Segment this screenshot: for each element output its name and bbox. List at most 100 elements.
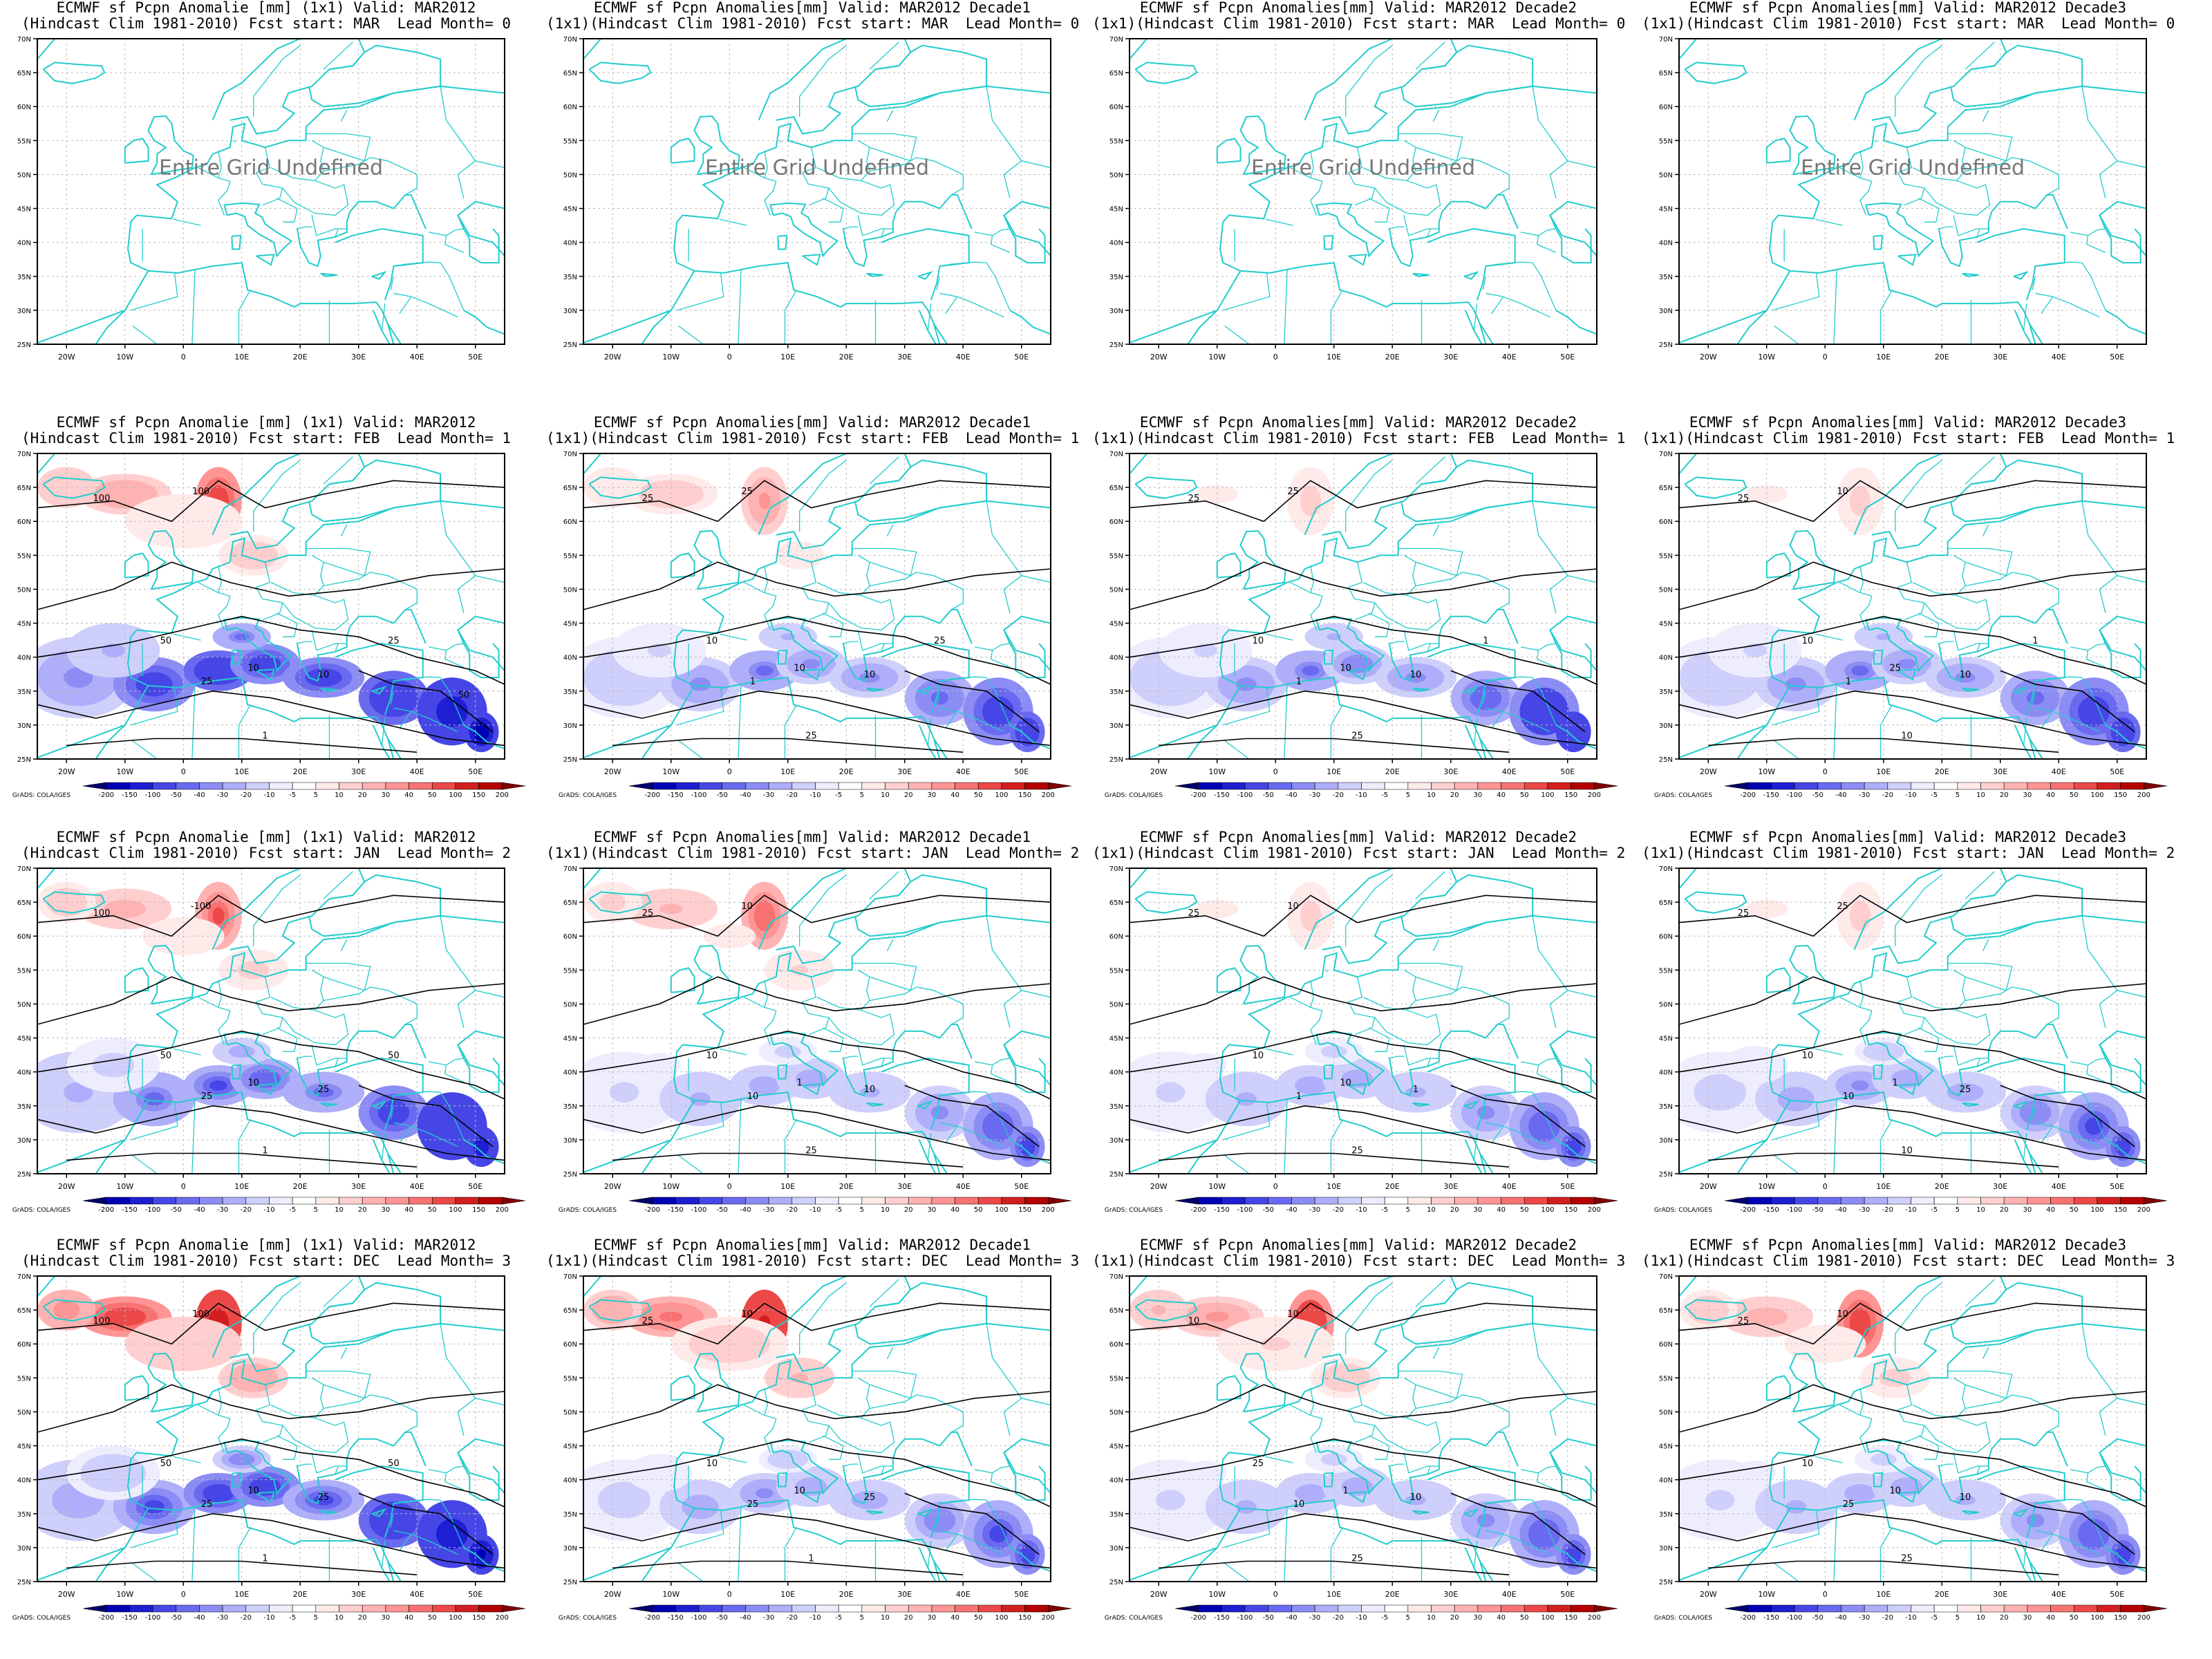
colorbar-level-label: -150 [668,1206,684,1214]
colorbar-level-label: -100 [691,791,707,799]
colorbar-swatch [885,1197,909,1205]
anomaly-shade [802,1481,821,1492]
country-border [1532,677,1557,726]
country-border [2086,235,2106,253]
colorbar-level-label: -40 [1286,791,1297,799]
contour-line [66,1152,418,1168]
country-border [1772,1102,1820,1141]
colorbar-level-label: 30 [382,1614,391,1622]
anomaly-shade [802,1074,821,1084]
lat-tick-label: 55N [1659,1375,1673,1382]
colorbar-level-label: -40 [740,791,751,799]
colorbar: -200 -150 -100 -50 -40 -30 -20 -10 -5 5 10 20 30 40 50… [1105,782,1618,799]
country-border [2023,1133,2027,1161]
colorbar-swatch [2003,1604,2028,1613]
colorbar-level-label: -20 [787,791,798,799]
coastline [1976,1057,2065,1130]
country-border [1859,1387,1864,1416]
country-border [1976,228,1980,238]
country-border [1290,582,1323,630]
lat-tick-label: 45N [563,1443,577,1451]
lat-tick-label: 60N [17,933,31,941]
contour-label: 10 [741,901,753,912]
country-border [939,1091,987,1096]
coastline [1009,1547,1051,1573]
colorbar-level-label: 40 [2046,1614,2055,1622]
country-border [1953,1044,1989,1066]
colorbar-swatch [269,782,293,790]
colorbar-level-label: -10 [1356,1614,1367,1622]
lon-tick-label: 40E [956,1590,971,1599]
lat-tick-label: 65N [563,899,577,907]
contour-line [1708,1152,2059,1168]
coastline [463,724,505,750]
coastline [2099,1044,2141,1094]
country-border [340,524,348,537]
contour-label: 25 [318,1492,330,1503]
coastline [1555,1547,1597,1573]
lon-tick-label: 20W [1150,1590,1168,1599]
colorbar-swatch [1794,1197,1819,1205]
colorbar-swatch [1864,1197,1888,1205]
colorbar-swatch [455,1197,479,1205]
country-border [1520,643,1557,651]
coastline [335,1057,424,1130]
lon-tick-label: 10E [1876,353,1891,362]
contour-line [1679,1030,2146,1100]
panel-title-line2: (Hindcast Clim 1981-2010) Fcst start: FE… [21,430,511,447]
colorbar-swatch [1501,1604,1525,1613]
colorbar-level-label: 5 [860,1206,864,1214]
colorbar-swatch [409,1197,433,1205]
coastline [854,1282,988,1345]
colorbar-swatch [1244,1197,1269,1205]
colorbar-level-label: 100 [449,1206,462,1214]
coastline [1400,44,1534,108]
coastline [1400,1282,1534,1345]
anomaly-shade [1785,1092,1806,1106]
lon-tick-label: 20W [1150,1182,1168,1191]
country-border [132,1154,158,1174]
lat-tick-label: 65N [1659,899,1673,907]
country-border [1388,1463,1405,1467]
coastline [866,272,883,277]
lon-tick-label: 30E [897,1182,912,1191]
colorbar-swatch [1477,1604,1501,1613]
country-border [986,500,1051,583]
contour-line [1450,1492,1586,1555]
country-border [2023,303,2027,331]
contour-label: 10 [247,663,259,673]
lon-tick-label: 0 [1273,1590,1278,1599]
forecast-panel: ECMWF sf Pcpn Anomalies[mm] Valid: MAR20… [546,0,1079,415]
coastline [583,915,1051,1174]
country-border [1772,272,1820,311]
country-border [1432,109,1440,122]
coastline [1479,1560,1494,1582]
map-frame [583,1275,1051,1582]
lon-tick-label: 10E [1327,353,1341,362]
colorbar-swatch [745,782,769,790]
country-border [1532,1091,1557,1141]
country-border [816,554,870,596]
country-border [2070,1465,2106,1474]
forecast-panel: ECMWF sf Pcpn Anomalies[mm] Valid: MAR20… [546,415,1079,830]
lat-tick-label: 65N [563,1307,577,1315]
contour-label: 50 [388,1051,400,1061]
colorbar-level-label: -50 [1812,1614,1824,1622]
country-border [1432,524,1440,537]
colorbar-swatch [675,1604,700,1613]
coastline [1549,630,1592,679]
colorbar-level-label: -200 [98,791,114,799]
colorbar-swatch [2097,1604,2121,1613]
country-border [282,594,349,631]
coastline [42,62,106,84]
country-border [986,86,1051,169]
lat-tick-label: 25N [1109,341,1123,349]
coastline [583,500,1051,759]
country-border [218,565,222,593]
colorbar-swatch [199,1604,223,1613]
colorbar-swatch [82,1197,106,1205]
coastline [256,668,275,681]
colorbar-level-label: -100 [1787,1206,1803,1214]
lat-tick-label: 40N [17,1069,31,1077]
